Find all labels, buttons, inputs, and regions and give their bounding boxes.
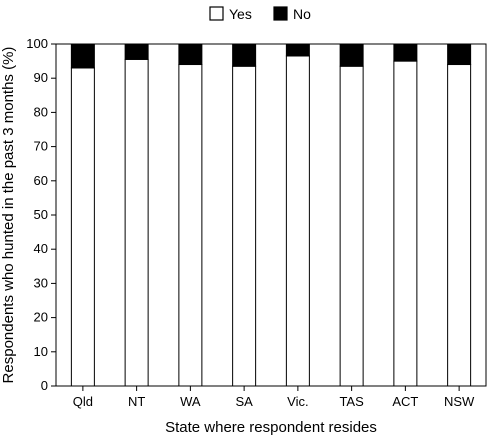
legend-label-no: No <box>293 6 311 22</box>
x-axis-title: State where respondent resides <box>165 419 377 436</box>
y-tick-label: 60 <box>34 173 48 188</box>
y-tick-label: 10 <box>34 344 48 359</box>
bar-no-nsw <box>447 43 472 66</box>
y-axis-title: Respondents who hunted in the past 3 mon… <box>0 47 17 384</box>
bar-yes-nsw <box>447 64 472 387</box>
y-tick-label: 90 <box>34 70 48 85</box>
bar-yes-tas <box>339 65 364 387</box>
bar-yes-wa <box>178 64 203 387</box>
bar-no-vic <box>285 43 310 57</box>
y-tick-label: 50 <box>34 207 48 222</box>
y-tick-label: 80 <box>34 104 48 119</box>
bar-yes-sa <box>232 65 257 387</box>
x-tick-label: Qld <box>73 394 93 409</box>
y-tick-label: 70 <box>34 139 48 154</box>
plot-frame <box>55 43 487 387</box>
legend-swatch-yes <box>209 6 224 21</box>
bar-no-qld <box>70 43 95 69</box>
bar-yes-qld <box>70 67 95 387</box>
legend-swatch-no <box>273 6 288 21</box>
bar-yes-vic <box>285 55 310 387</box>
bar-yes-act <box>393 60 418 387</box>
x-tick-label: Vic. <box>287 394 308 409</box>
y-tick-label: 0 <box>41 378 48 393</box>
x-axis-ticks: Qld NT WA SA Vic. TAS ACT NSW <box>73 386 475 409</box>
bar-no-nt <box>124 43 149 60</box>
x-tick-label: NSW <box>444 394 475 409</box>
x-tick-label: TAS <box>339 394 364 409</box>
x-tick-label: SA <box>235 394 253 409</box>
x-tick-label: NT <box>128 394 145 409</box>
bar-no-wa <box>178 43 203 66</box>
bar-no-tas <box>339 43 364 67</box>
chart-legend: Yes No <box>209 6 311 22</box>
legend-label-yes: Yes <box>229 6 252 22</box>
y-axis-ticks: 0 10 20 30 40 50 60 70 80 90 100 <box>26 36 56 393</box>
bar-yes-nt <box>124 58 149 387</box>
x-tick-label: WA <box>180 394 201 409</box>
y-tick-label: 100 <box>26 36 48 51</box>
bar-no-act <box>393 43 418 62</box>
y-tick-label: 30 <box>34 275 48 290</box>
y-tick-label: 20 <box>34 310 48 325</box>
x-tick-label: ACT <box>392 394 418 409</box>
bar-no-sa <box>232 43 257 67</box>
y-tick-label: 40 <box>34 241 48 256</box>
bar-group <box>70 43 472 387</box>
